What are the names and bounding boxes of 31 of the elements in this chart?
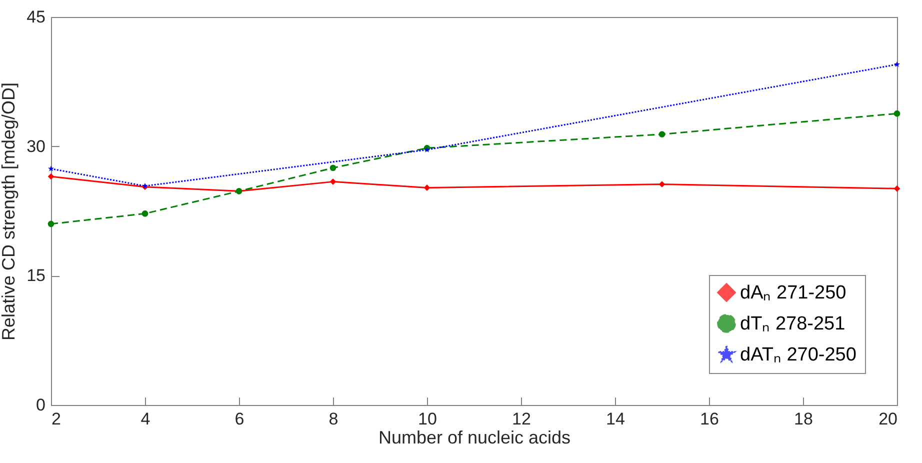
point	[424, 184, 430, 191]
x-tick-label: 2	[52, 410, 61, 428]
y-tick-label: 15	[26, 266, 46, 286]
point	[330, 178, 336, 185]
point	[330, 164, 336, 172]
y-tick-label: 30	[26, 136, 46, 156]
point	[658, 181, 666, 188]
point	[894, 110, 900, 117]
legend-label: dTₙ 278-251	[740, 314, 846, 334]
x-tick-label: 8	[328, 410, 338, 428]
legend-label: dAₙ 271-250	[740, 282, 846, 304]
point	[142, 210, 148, 217]
point	[658, 131, 666, 138]
x-tick-label: 20	[878, 410, 898, 428]
x-tick-label: 16	[700, 410, 719, 428]
point	[48, 220, 54, 228]
y-tick-label: 45	[26, 8, 46, 26]
y-tick-label: 0	[36, 396, 46, 414]
point	[894, 185, 900, 192]
x-tick-label: 10	[418, 410, 437, 428]
x-tick-label: 18	[794, 410, 813, 428]
x-tick-label: 14	[606, 410, 625, 428]
x-tick-label: 4	[140, 410, 150, 428]
y-axis-title: Relative CD strength [mdeg/OD]	[0, 82, 19, 341]
point	[48, 173, 54, 180]
point	[894, 61, 900, 67]
x-tick-label: 12	[512, 410, 531, 428]
legend-label: dATₙ 270-250	[740, 344, 856, 366]
x-axis-title: Number of nucleic acids	[378, 428, 571, 448]
x-tick-label: 6	[234, 410, 244, 428]
point	[48, 166, 54, 172]
